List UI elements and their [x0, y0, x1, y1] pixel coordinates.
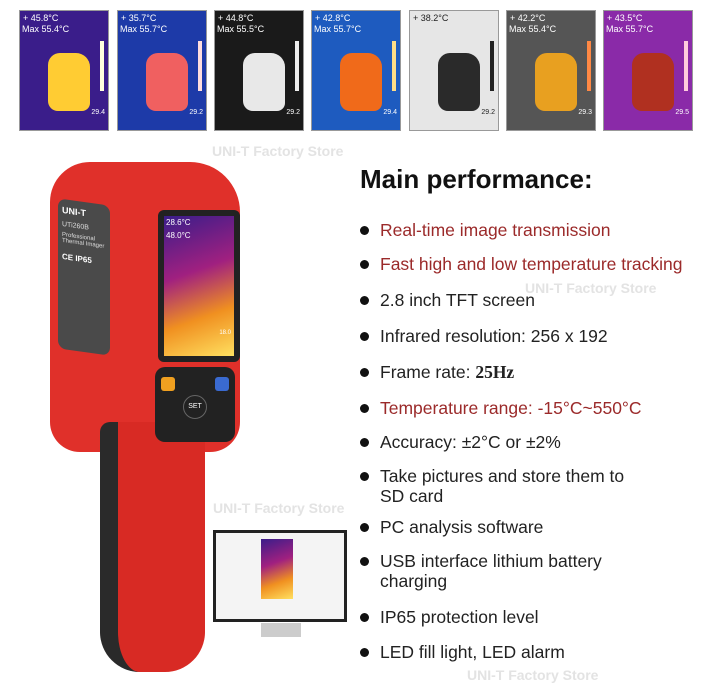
feature-item: Take pictures and store them to SD card — [360, 466, 640, 506]
thumb-max: Max 55.7°C — [606, 24, 654, 34]
feature-item: PC analysis software — [360, 517, 543, 537]
watermark: UNI-T Factory Store — [213, 500, 345, 516]
thumb-min: 29.4 — [383, 109, 397, 116]
monitor-thermal-image — [261, 539, 293, 599]
watermark: UNI-T Factory Store — [467, 667, 599, 683]
feature-item: Real-time image transmission — [360, 220, 611, 240]
thermal-thumbnail: + 42.2°C Max 55.4°C 29.3 — [506, 10, 596, 131]
thumb-temp: + 43.5°C — [607, 13, 643, 23]
pc-monitor — [213, 530, 347, 637]
thumb-min: 29.3 — [578, 109, 592, 116]
thumb-temp: + 38.2°C — [413, 13, 449, 23]
thermal-thumbnail: + 45.8°C Max 55.4°C 29.4 — [19, 10, 109, 131]
thumb-temp: + 42.2°C — [510, 13, 546, 23]
thumb-temp: + 45.8°C — [23, 13, 59, 23]
thumb-min: 29.2 — [189, 109, 203, 116]
keypad: SET — [155, 367, 235, 442]
thumb-max: Max 55.4°C — [22, 24, 70, 34]
feature-item: 2.8 inch TFT screen — [360, 290, 535, 310]
mode-button[interactable] — [215, 377, 229, 391]
feature-item: IP65 protection level — [360, 607, 539, 627]
feature-item: Frame rate: 25Hz — [360, 362, 514, 382]
feature-item: LED fill light, LED alarm — [360, 642, 565, 662]
thumb-min: 29.2 — [286, 109, 300, 116]
thumb-temp: + 44.8°C — [218, 13, 254, 23]
thumb-temp: + 42.8°C — [315, 13, 351, 23]
thumb-max: Max 55.7°C — [120, 24, 168, 34]
device-screen: 28.6°C 48.0°C 18.0 — [164, 216, 234, 356]
thermal-thumbnail: + 35.7°C Max 55.7°C 29.2 — [117, 10, 207, 131]
thumb-max: Max 55.5°C — [217, 24, 265, 34]
set-button[interactable]: SET — [183, 395, 207, 419]
feature-item: Accuracy: ±2°C or ±2% — [360, 432, 561, 452]
thumb-min: 29.2 — [481, 109, 495, 116]
screen-temp: 28.6°C — [166, 218, 191, 227]
thermal-thumbnail: + 43.5°C Max 55.7°C 29.5 — [603, 10, 693, 131]
thermal-imager-device: UNI-T UTi260B Professional Thermal Image… — [40, 162, 250, 682]
watermark: UNI-T Factory Store — [525, 280, 657, 296]
screen-min: 18.0 — [219, 330, 231, 336]
feature-item: Infrared resolution: 256 x 192 — [360, 326, 608, 346]
screen-max: 48.0°C — [166, 231, 191, 240]
feature-label: Frame rate: — [380, 362, 476, 382]
power-button[interactable] — [161, 377, 175, 391]
thumb-max: Max 55.4°C — [509, 24, 557, 34]
feature-item: Temperature range: -15°C~550°C — [360, 398, 642, 418]
thumb-max: Max 55.7°C — [314, 24, 362, 34]
feature-item: Fast high and low temperature tracking — [360, 254, 683, 274]
feature-value: 25Hz — [475, 362, 515, 382]
thumb-min: 29.4 — [91, 109, 105, 116]
section-title: Main performance: — [360, 164, 593, 194]
thumb-temp: + 35.7°C — [121, 13, 157, 23]
thermal-thumbnail: + 42.8°C Max 55.7°C 29.4 — [311, 10, 401, 131]
thumb-min: 29.5 — [675, 109, 689, 116]
thermal-thumbnail: + 44.8°C Max 55.5°C 29.2 — [214, 10, 304, 131]
thermal-thumbnail: + 38.2°C 29.2 — [409, 10, 499, 131]
watermark: UNI-T Factory Store — [212, 143, 344, 159]
feature-item: USB interface lithium battery charging — [360, 551, 640, 591]
